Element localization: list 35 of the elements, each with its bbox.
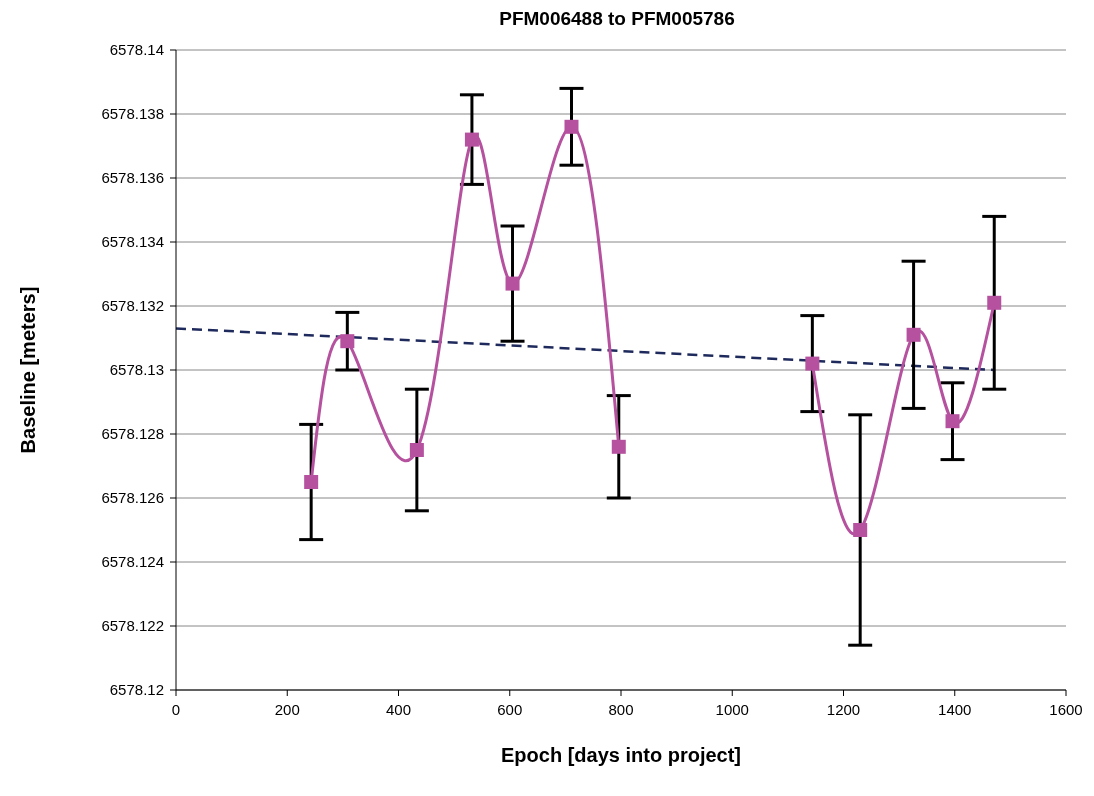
x-tick-label: 600 <box>497 700 523 718</box>
y-axis-title: Baseline [meters] <box>17 286 40 454</box>
x-tick-label: 1200 <box>826 700 861 718</box>
y-tick-label: 6578.136 <box>101 169 164 187</box>
point <box>987 295 1002 310</box>
y-tick-label: 6578.14 <box>109 41 164 59</box>
point <box>464 132 479 147</box>
point <box>805 356 820 371</box>
point <box>945 414 960 429</box>
chart-title: PFM006488 to PFM005786 <box>498 8 736 30</box>
x-tick-label: 200 <box>274 700 300 718</box>
x-tick-label: 400 <box>385 700 412 718</box>
point <box>505 276 520 291</box>
x-tick-label: 0 <box>171 700 181 718</box>
y-tick-label: 6578.132 <box>101 297 164 315</box>
y-tick-label: 6578.12 <box>109 681 164 699</box>
x-axis-title: Epoch [days into project] <box>500 744 742 766</box>
x-tick-label: 1000 <box>715 700 749 718</box>
y-tick-label: 6578.138 <box>101 105 164 123</box>
point <box>853 523 868 537</box>
point <box>564 119 579 134</box>
point <box>611 439 626 454</box>
point <box>304 475 319 489</box>
point <box>340 334 355 349</box>
y-tick-label: 6578.126 <box>101 489 164 507</box>
y-tick-label: 6578.124 <box>101 553 164 571</box>
y-tick-label: 6578.134 <box>101 233 164 251</box>
y-tick-label: 6578.122 <box>101 617 164 635</box>
point <box>906 327 921 342</box>
y-tick-label: 6578.128 <box>101 425 164 443</box>
point <box>409 443 424 457</box>
y-tick-label: 6578.13 <box>109 361 164 379</box>
x-tick-label: 800 <box>608 700 634 718</box>
x-tick-label: 1400 <box>938 700 972 718</box>
x-tick-label: 1600 <box>1049 700 1083 718</box>
